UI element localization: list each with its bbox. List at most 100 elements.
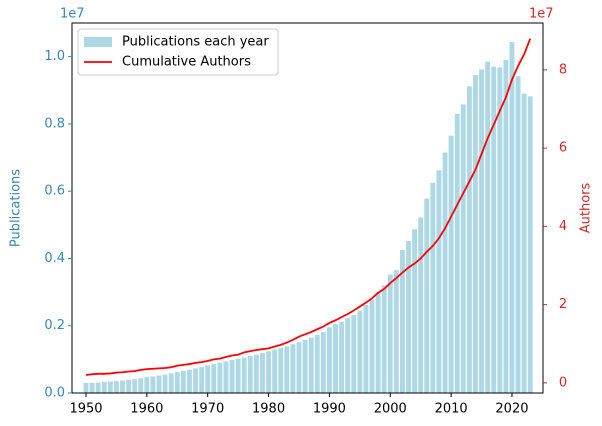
bar (473, 75, 478, 394)
bar (406, 240, 411, 393)
y-tick-label: 0.8 (44, 116, 65, 131)
bar (454, 113, 460, 394)
bar (241, 357, 247, 393)
bar (369, 299, 375, 393)
bar (466, 86, 472, 394)
bar (339, 321, 345, 393)
bar (393, 270, 399, 393)
bar (302, 339, 308, 393)
bar (205, 365, 211, 393)
bar (320, 332, 326, 393)
bar (266, 351, 271, 393)
y2-tick-label: 2 (559, 297, 567, 312)
y-offset-label: 1e7 (60, 7, 85, 22)
bar (460, 104, 466, 394)
x-tick-label: 1960 (130, 402, 163, 417)
y-tick-label: 0.2 (44, 318, 65, 333)
y-tick-label: 1.0 (44, 49, 65, 64)
bar (168, 373, 174, 393)
bar (418, 217, 424, 393)
bar (95, 382, 101, 393)
y2-tick-label: 8 (559, 62, 567, 77)
bar (162, 374, 168, 393)
legend-label: Cumulative Authors (122, 55, 251, 70)
y2-tick-label: 0 (559, 375, 567, 390)
bar (357, 310, 363, 393)
x-tick-label: 2010 (435, 402, 468, 417)
legend-swatch (84, 37, 112, 47)
bar (333, 324, 338, 393)
bar (260, 352, 265, 393)
x-tick-label: 1980 (252, 402, 285, 417)
y-tick-label: 0.4 (44, 251, 65, 266)
bar (503, 60, 509, 393)
bar (491, 66, 497, 394)
x-tick-label: 2020 (495, 402, 528, 417)
bar (527, 96, 533, 393)
bar (272, 349, 278, 393)
bar (381, 285, 387, 393)
bar (113, 381, 119, 393)
bar (138, 378, 144, 393)
bar (156, 375, 162, 393)
bar (387, 274, 393, 393)
y-tick-label: 0.6 (44, 184, 65, 199)
bar (174, 372, 180, 393)
bar (229, 360, 235, 393)
bar (436, 170, 442, 393)
bar (132, 379, 138, 393)
bar (363, 304, 369, 393)
bar (430, 182, 436, 393)
plot-frame (71, 22, 544, 394)
x-tick-label: 1950 (69, 402, 102, 417)
legend: Publications each year Cumulative Authors (77, 28, 279, 76)
bar (479, 69, 484, 393)
y2-tick-label: 4 (559, 219, 567, 234)
x-tick-label: 2000 (374, 402, 407, 417)
bar (278, 347, 284, 393)
x-tick-label: 1990 (313, 402, 346, 417)
bar (150, 376, 156, 393)
bar (193, 368, 198, 393)
bar (253, 354, 259, 393)
bar (442, 152, 448, 393)
y2-tick-label: 6 (559, 141, 567, 156)
bar (296, 342, 302, 393)
bar (101, 381, 107, 393)
bar (448, 135, 454, 393)
bar (399, 250, 405, 393)
bar (180, 370, 186, 393)
bar (83, 382, 89, 393)
bar (120, 380, 125, 393)
legend-label: Publications each year (122, 35, 269, 50)
bar (126, 379, 132, 393)
bar (107, 381, 113, 393)
bar (424, 198, 430, 393)
bar (509, 42, 515, 393)
y-tick-label: 0.0 (44, 386, 65, 401)
bar (345, 318, 351, 393)
bar (521, 93, 527, 394)
y-axis-label: Publications (9, 169, 24, 247)
bar (326, 327, 332, 393)
bar (351, 314, 357, 393)
bar (290, 344, 296, 393)
x-tick-label: 1970 (191, 402, 224, 417)
bar (485, 61, 491, 393)
bar (89, 382, 95, 393)
y2-axis-label: Authors (579, 183, 594, 234)
bar (284, 346, 290, 393)
bar (515, 76, 521, 394)
bar (217, 362, 223, 393)
y2-offset-label: 1e7 (529, 7, 554, 22)
bar (314, 334, 320, 393)
bar (187, 369, 192, 393)
bar (235, 358, 241, 393)
bar (144, 377, 150, 393)
bar (412, 229, 418, 393)
bar (308, 337, 314, 393)
bar (497, 67, 503, 394)
bar (199, 367, 205, 393)
line (85, 38, 532, 376)
